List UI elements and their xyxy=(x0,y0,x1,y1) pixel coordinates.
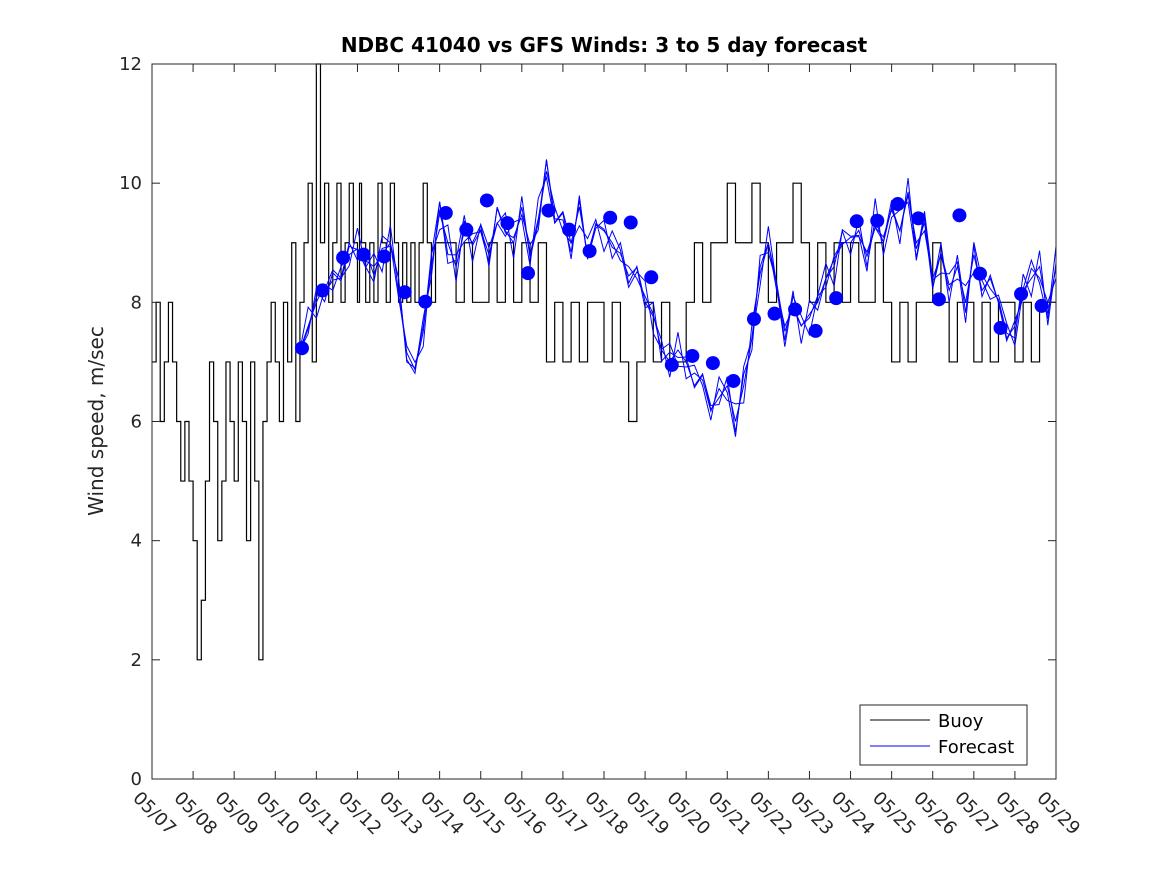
forecast-marker xyxy=(993,320,1008,335)
forecast-marker xyxy=(397,285,412,300)
chart-title: NDBC 41040 vs GFS Winds: 3 to 5 day fore… xyxy=(341,33,868,57)
legend-forecast-label: Forecast xyxy=(938,737,1014,758)
buoy-line xyxy=(152,63,1056,661)
forecast-marker xyxy=(562,222,577,237)
legend-box xyxy=(859,704,1028,766)
y-tick-label: 12 xyxy=(119,54,142,75)
y-tick-label: 10 xyxy=(119,173,142,194)
forecast-marker xyxy=(788,302,803,317)
legend-buoy-label: Buoy xyxy=(938,711,984,732)
forecast-marker xyxy=(972,266,987,281)
forecast-marker xyxy=(315,283,330,298)
forecast-marker xyxy=(767,306,782,321)
y-tick-label: 8 xyxy=(131,292,142,313)
forecast-marker xyxy=(336,250,351,265)
forecast-marker xyxy=(644,270,659,285)
y-axis-label: Wind speed, m/sec xyxy=(84,326,108,516)
forecast-marker xyxy=(685,348,700,363)
forecast-marker xyxy=(911,211,926,226)
forecast-marker xyxy=(623,215,638,230)
forecast-marker xyxy=(520,266,535,281)
buoy-series xyxy=(152,63,1056,661)
forecast-marker xyxy=(356,247,371,262)
legend: Buoy Forecast xyxy=(859,704,1028,766)
forecast-marker xyxy=(952,208,967,223)
forecast-marker xyxy=(377,249,392,264)
forecast-marker xyxy=(294,341,309,356)
forecast-marker xyxy=(1014,286,1029,301)
forecast-marker xyxy=(541,203,556,218)
forecast-markers xyxy=(294,193,1049,388)
forecast-marker xyxy=(459,222,474,237)
forecast-marker xyxy=(890,197,905,212)
forecast-marker xyxy=(746,312,761,327)
forecast-marker xyxy=(829,291,844,306)
forecast-marker xyxy=(726,373,741,388)
forecast-marker xyxy=(418,294,433,309)
y-tick-label: 2 xyxy=(131,650,142,671)
y-tick-label: 6 xyxy=(131,412,142,433)
forecast-marker xyxy=(582,244,597,259)
plot-area xyxy=(152,63,1057,661)
forecast-marker xyxy=(479,193,494,208)
forecast-marker xyxy=(808,323,823,338)
forecast-marker xyxy=(849,214,864,229)
forecast-marker xyxy=(705,356,720,371)
forecast-marker xyxy=(870,213,885,228)
forecast-marker xyxy=(664,357,679,372)
forecast-marker xyxy=(931,292,946,307)
y-axis: 0 2 4 6 8 10 12 xyxy=(119,54,1056,790)
y-tick-label: 4 xyxy=(131,531,142,552)
forecast-marker xyxy=(438,205,453,220)
y-tick-label: 0 xyxy=(131,769,142,790)
forecast-marker xyxy=(603,210,618,225)
forecast-marker xyxy=(1034,298,1049,313)
forecast-marker xyxy=(500,216,515,231)
